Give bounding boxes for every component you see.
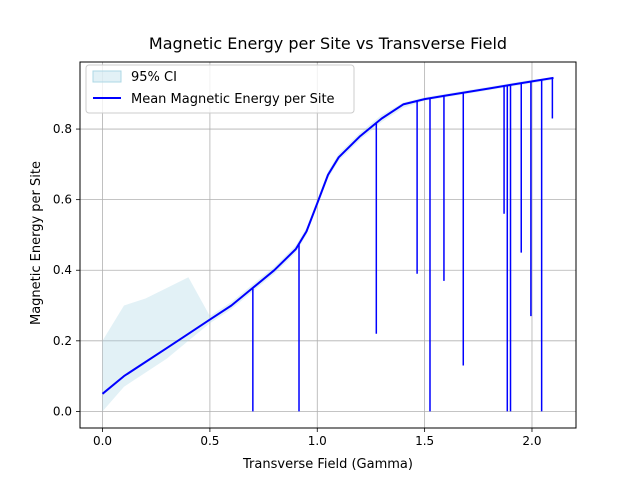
x-tick-label-3: 1.5 <box>415 434 434 448</box>
y-tick-label-0: 0.0 <box>53 404 72 418</box>
x-tick-label-4: 2.0 <box>522 434 541 448</box>
x-tick-label-0: 0.0 <box>93 434 112 448</box>
legend-label-mean: Mean Magnetic Energy per Site <box>131 92 335 107</box>
mean-energy-line <box>101 76 554 395</box>
legend-box <box>85 64 355 114</box>
plot-frame <box>79 61 577 429</box>
x-axis-label: Transverse Field (Gamma) <box>242 457 413 472</box>
legend: 95% CI Mean Magnetic Energy per Site <box>85 64 355 114</box>
plot-area: 0.0 0.5 1.0 1.5 2.0 0.0 0.2 0.4 0.6 0.8 <box>53 61 577 448</box>
y-tick-label-4: 0.8 <box>53 122 72 136</box>
y-tick-label-1: 0.2 <box>53 334 72 348</box>
y-tick-label-2: 0.4 <box>53 263 72 277</box>
x-tick-label-2: 1.0 <box>308 434 327 448</box>
y-tick-label-3: 0.6 <box>53 193 72 207</box>
legend-label-ci: 95% CI <box>131 70 177 85</box>
chart-title: Magnetic Energy per Site vs Transverse F… <box>149 34 507 53</box>
legend-swatch-ci <box>92 70 122 83</box>
x-tick-label-1: 0.5 <box>200 434 219 448</box>
y-axis-label: Magnetic Energy per Site <box>29 161 44 325</box>
